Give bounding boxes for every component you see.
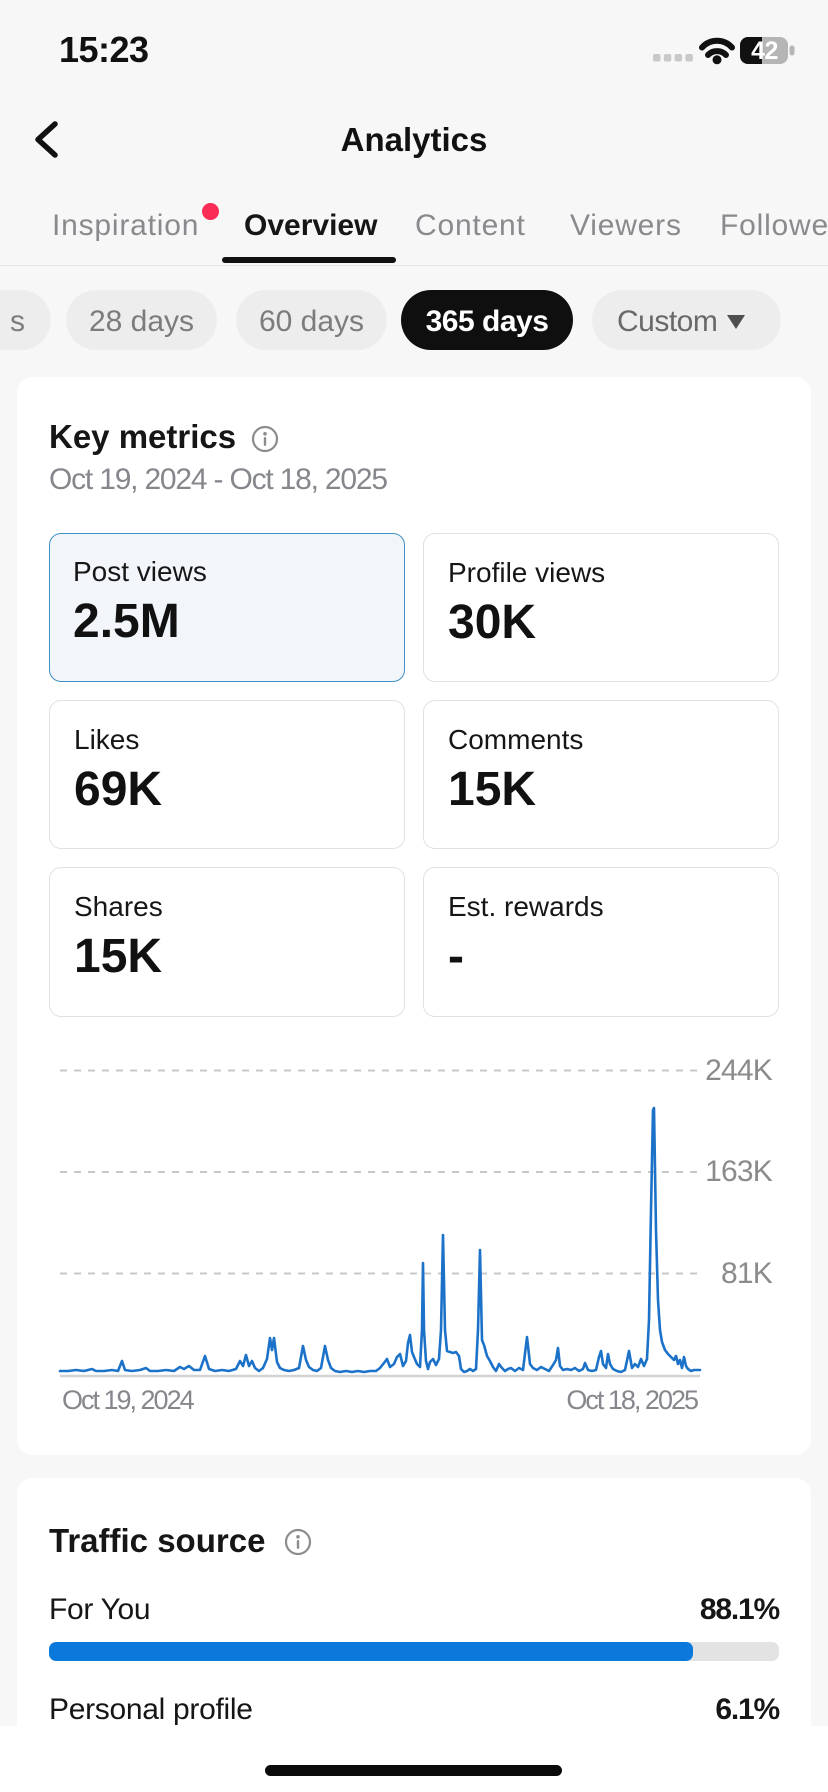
svg-text:42: 42 (751, 37, 778, 65)
